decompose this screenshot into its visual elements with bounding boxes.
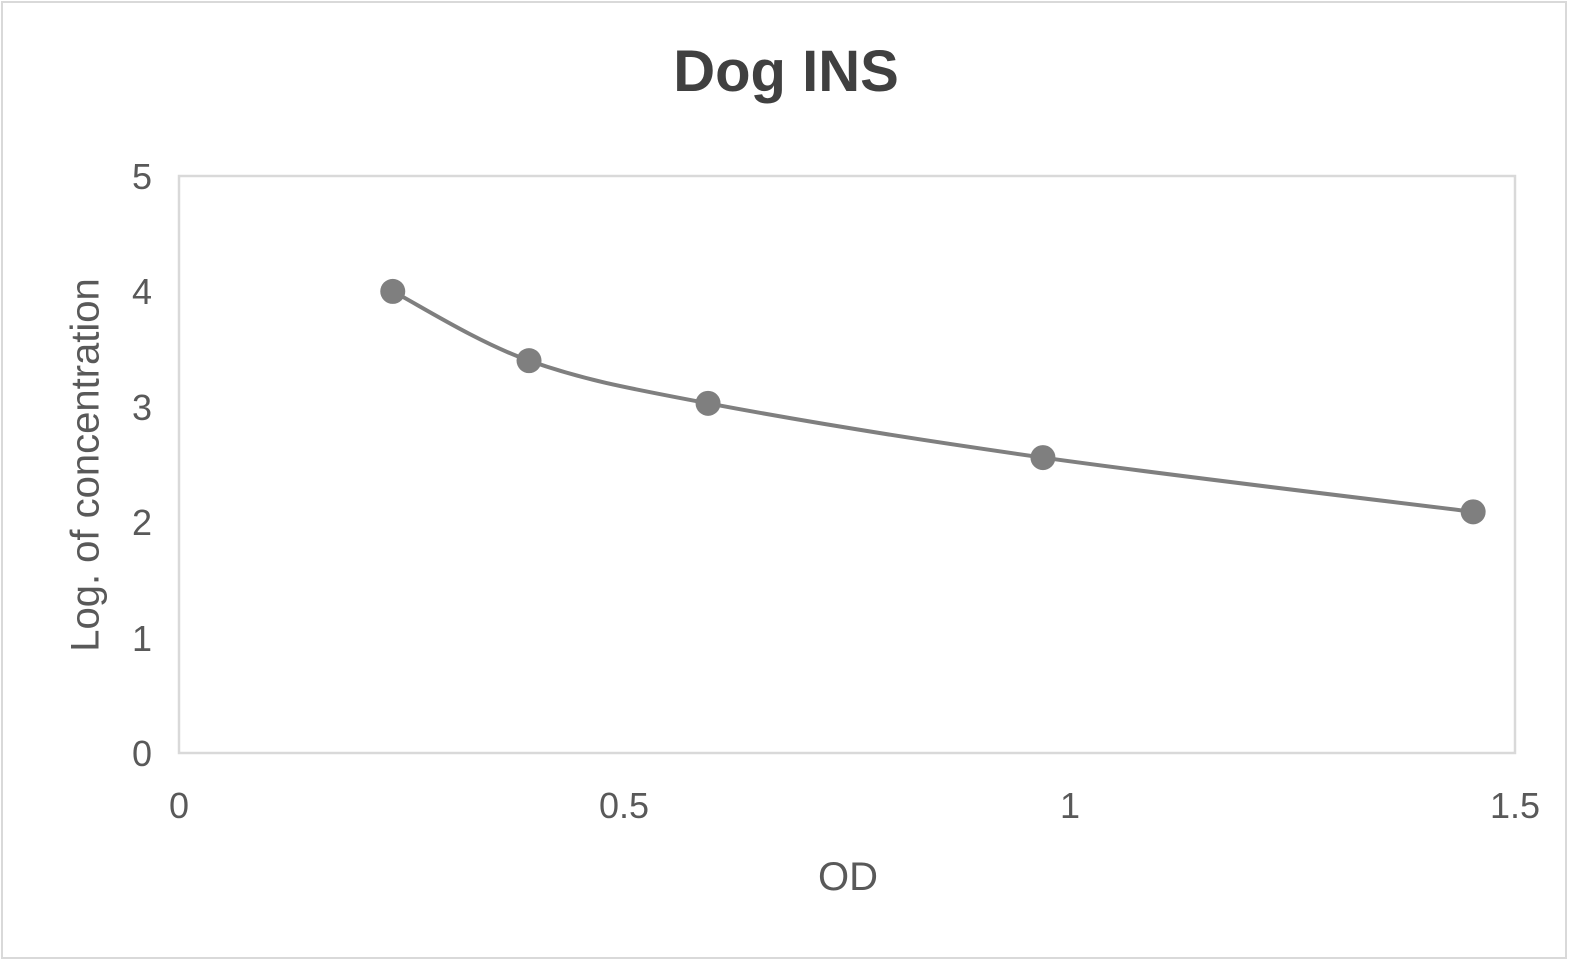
y-tick-label: 4 (131, 271, 152, 312)
y-tick-label: 2 (131, 502, 152, 543)
plot-border (177, 174, 1517, 755)
x-tick-label: 0 (168, 785, 190, 826)
data-point-marker (1030, 445, 1056, 471)
x-tick-label: 1 (1059, 785, 1081, 826)
y-tick-label: 5 (131, 156, 152, 197)
series-line (391, 289, 1474, 514)
x-tick-label: 0.5 (598, 785, 650, 826)
data-point-marker (516, 348, 542, 374)
y-tick-label: 0 (131, 733, 152, 774)
x-axis-label: OD (818, 855, 878, 899)
data-point-marker (695, 390, 721, 416)
data-point-marker (1460, 499, 1486, 525)
y-tick-label: 3 (131, 387, 152, 428)
series-markers (380, 278, 1486, 525)
y-tick-label: 1 (131, 618, 152, 659)
chart-title: Dog INS (673, 39, 899, 104)
x-tick-label: 1.5 (1489, 785, 1541, 826)
data-point-marker (380, 278, 406, 304)
